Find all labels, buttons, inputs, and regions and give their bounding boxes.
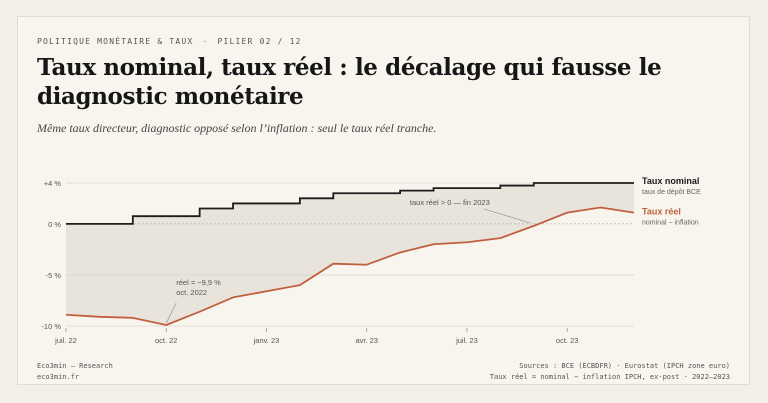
annotation-text: taux réel > 0 — fin 2023	[410, 198, 490, 207]
annotation-leader	[165, 302, 177, 324]
x-tick-label: janv. 23	[253, 336, 280, 345]
y-tick-label: -5 %	[46, 271, 62, 280]
x-tick-label: oct. 23	[556, 336, 579, 345]
annotation-text: oct. 2022	[176, 288, 207, 297]
footer-sources: Sources : BCE (ECBDFR) · Eurostat (IPCH …	[519, 362, 730, 370]
series-line-real	[65, 206, 635, 326]
footer-sources-block: Sources : BCE (ECBDFR) · Eurostat (IPCH …	[490, 361, 730, 383]
page-subtitle: Même taux directeur, diagnostic opposé s…	[37, 121, 437, 135]
legend-label-real: Taux réel	[642, 207, 681, 217]
gap-area	[66, 183, 634, 325]
legend-label-nominal: Taux nominal	[642, 176, 699, 186]
y-tick-label: 0 %	[48, 220, 61, 229]
kicker: POLITIQUE MONÉTAIRE & TAUX · PILIER 02 / 1…	[37, 37, 302, 46]
legend-sublabel-nominal: taux de dépôt BCE	[642, 189, 701, 196]
footer-brand-block: Eco3min — Research eco3min.fr	[37, 361, 113, 383]
x-tick-label: oct. 22	[155, 336, 178, 345]
kicker-topic: POLITIQUE MONÉTAIRE & TAUX	[37, 37, 194, 46]
footer-brand: Eco3min — Research	[37, 362, 113, 370]
x-tick-label: juil. 23	[455, 336, 478, 345]
legend-sublabel-real: nominal − inflation	[642, 220, 699, 227]
footer-note: Taux réel = nominal − inflation IPCH, ex…	[489, 373, 730, 381]
footer-site: eco3min.fr	[37, 373, 80, 381]
series-line-nominal	[66, 182, 634, 225]
x-tick-label: avr. 23	[355, 336, 378, 345]
y-tick-label: +4 %	[44, 179, 62, 188]
kicker-separator: ·	[202, 37, 209, 46]
annotation-text: réel = −9,9 %	[176, 278, 221, 287]
annotation-leader	[483, 208, 530, 224]
y-tick-label: -10 %	[41, 322, 61, 331]
x-tick-label: juil. 22	[54, 336, 77, 345]
page-title: Taux nominal, taux réel : le décalage qu…	[37, 54, 662, 110]
kicker-pillar: PILIER 02 / 12	[217, 37, 302, 46]
